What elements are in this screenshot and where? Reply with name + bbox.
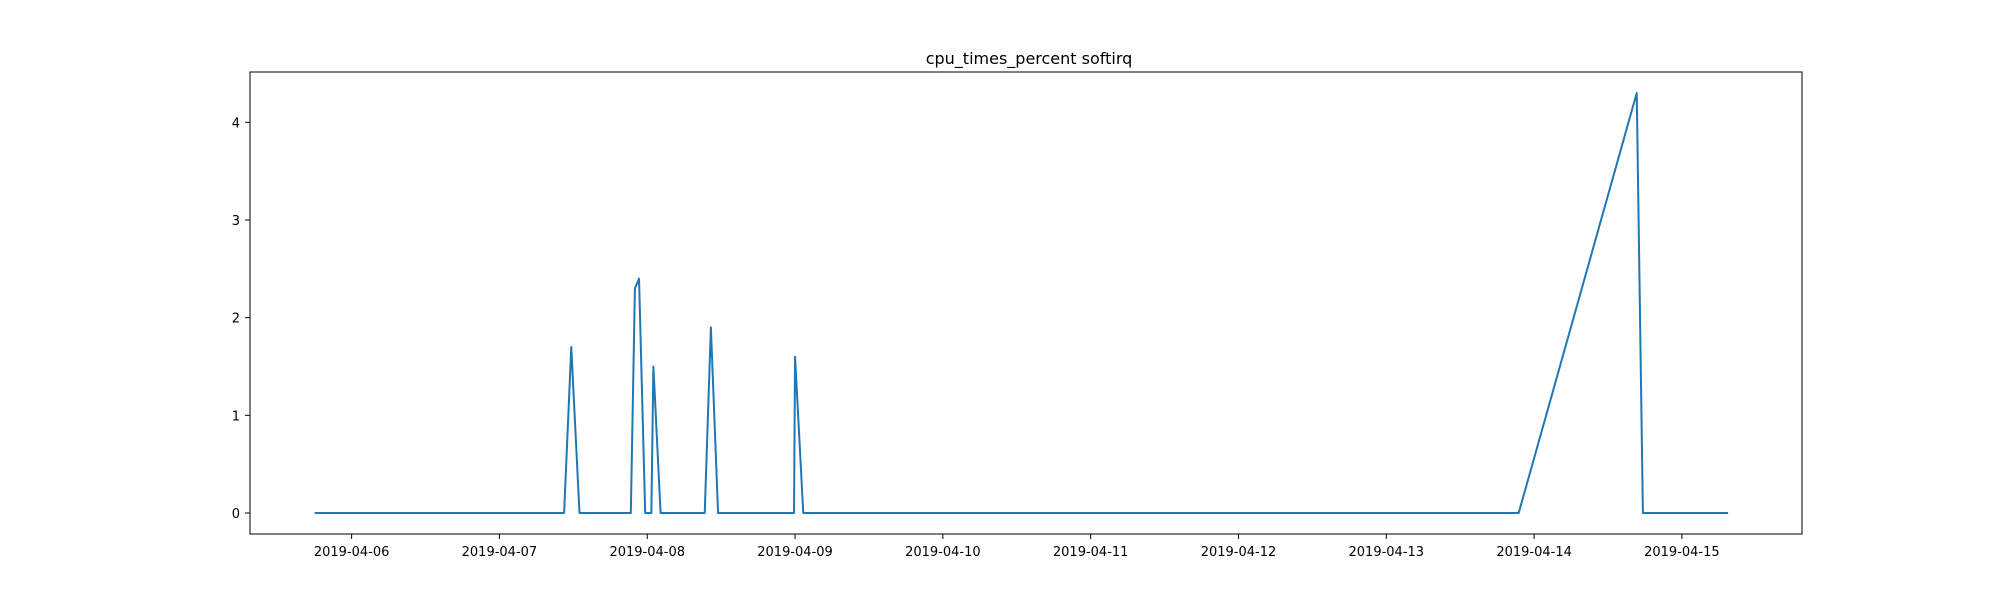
- x-tick-label: 2019-04-12: [1201, 545, 1277, 560]
- series-line: [314, 92, 1729, 514]
- x-tick-label: 2019-04-13: [1349, 545, 1425, 560]
- y-tick-label: 4: [232, 116, 240, 131]
- chart-title: cpu_times_percent softirq: [926, 49, 1133, 69]
- x-tick-label: 2019-04-07: [462, 545, 538, 560]
- series-layer: [314, 92, 1729, 514]
- y-tick-label: 1: [232, 409, 240, 424]
- y-tick-label: 3: [232, 214, 240, 229]
- x-tick-label: 2019-04-06: [314, 545, 390, 560]
- x-tick-label: 2019-04-10: [905, 545, 981, 560]
- plot-frame: [249, 71, 1803, 535]
- x-tick-label: 2019-04-08: [609, 545, 685, 560]
- x-tick-label: 2019-04-09: [757, 545, 833, 560]
- axis-ticks: 2019-04-06 2019-04-07 2019-04-08 2019-04-09…: [232, 116, 1720, 560]
- y-tick-label: 0: [232, 507, 240, 522]
- x-tick-label: 2019-04-11: [1053, 545, 1129, 560]
- x-tick-label: 2019-04-15: [1644, 545, 1720, 560]
- x-tick-label: 2019-04-14: [1496, 545, 1572, 560]
- y-tick-label: 2: [232, 312, 240, 327]
